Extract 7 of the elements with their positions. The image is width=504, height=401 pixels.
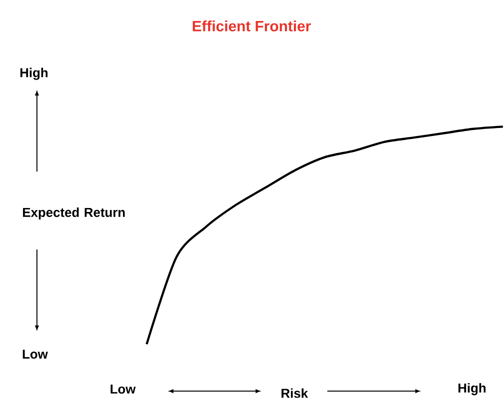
chart-title: Efficient Frontier — [192, 20, 311, 32]
text: High — [458, 382, 486, 396]
text: High — [20, 68, 48, 80]
x-axis-title: Risk — [282, 388, 308, 398]
y-axis-title: Expected Return — [23, 207, 125, 220]
text: Low — [22, 350, 48, 359]
text: Low — [110, 384, 136, 394]
